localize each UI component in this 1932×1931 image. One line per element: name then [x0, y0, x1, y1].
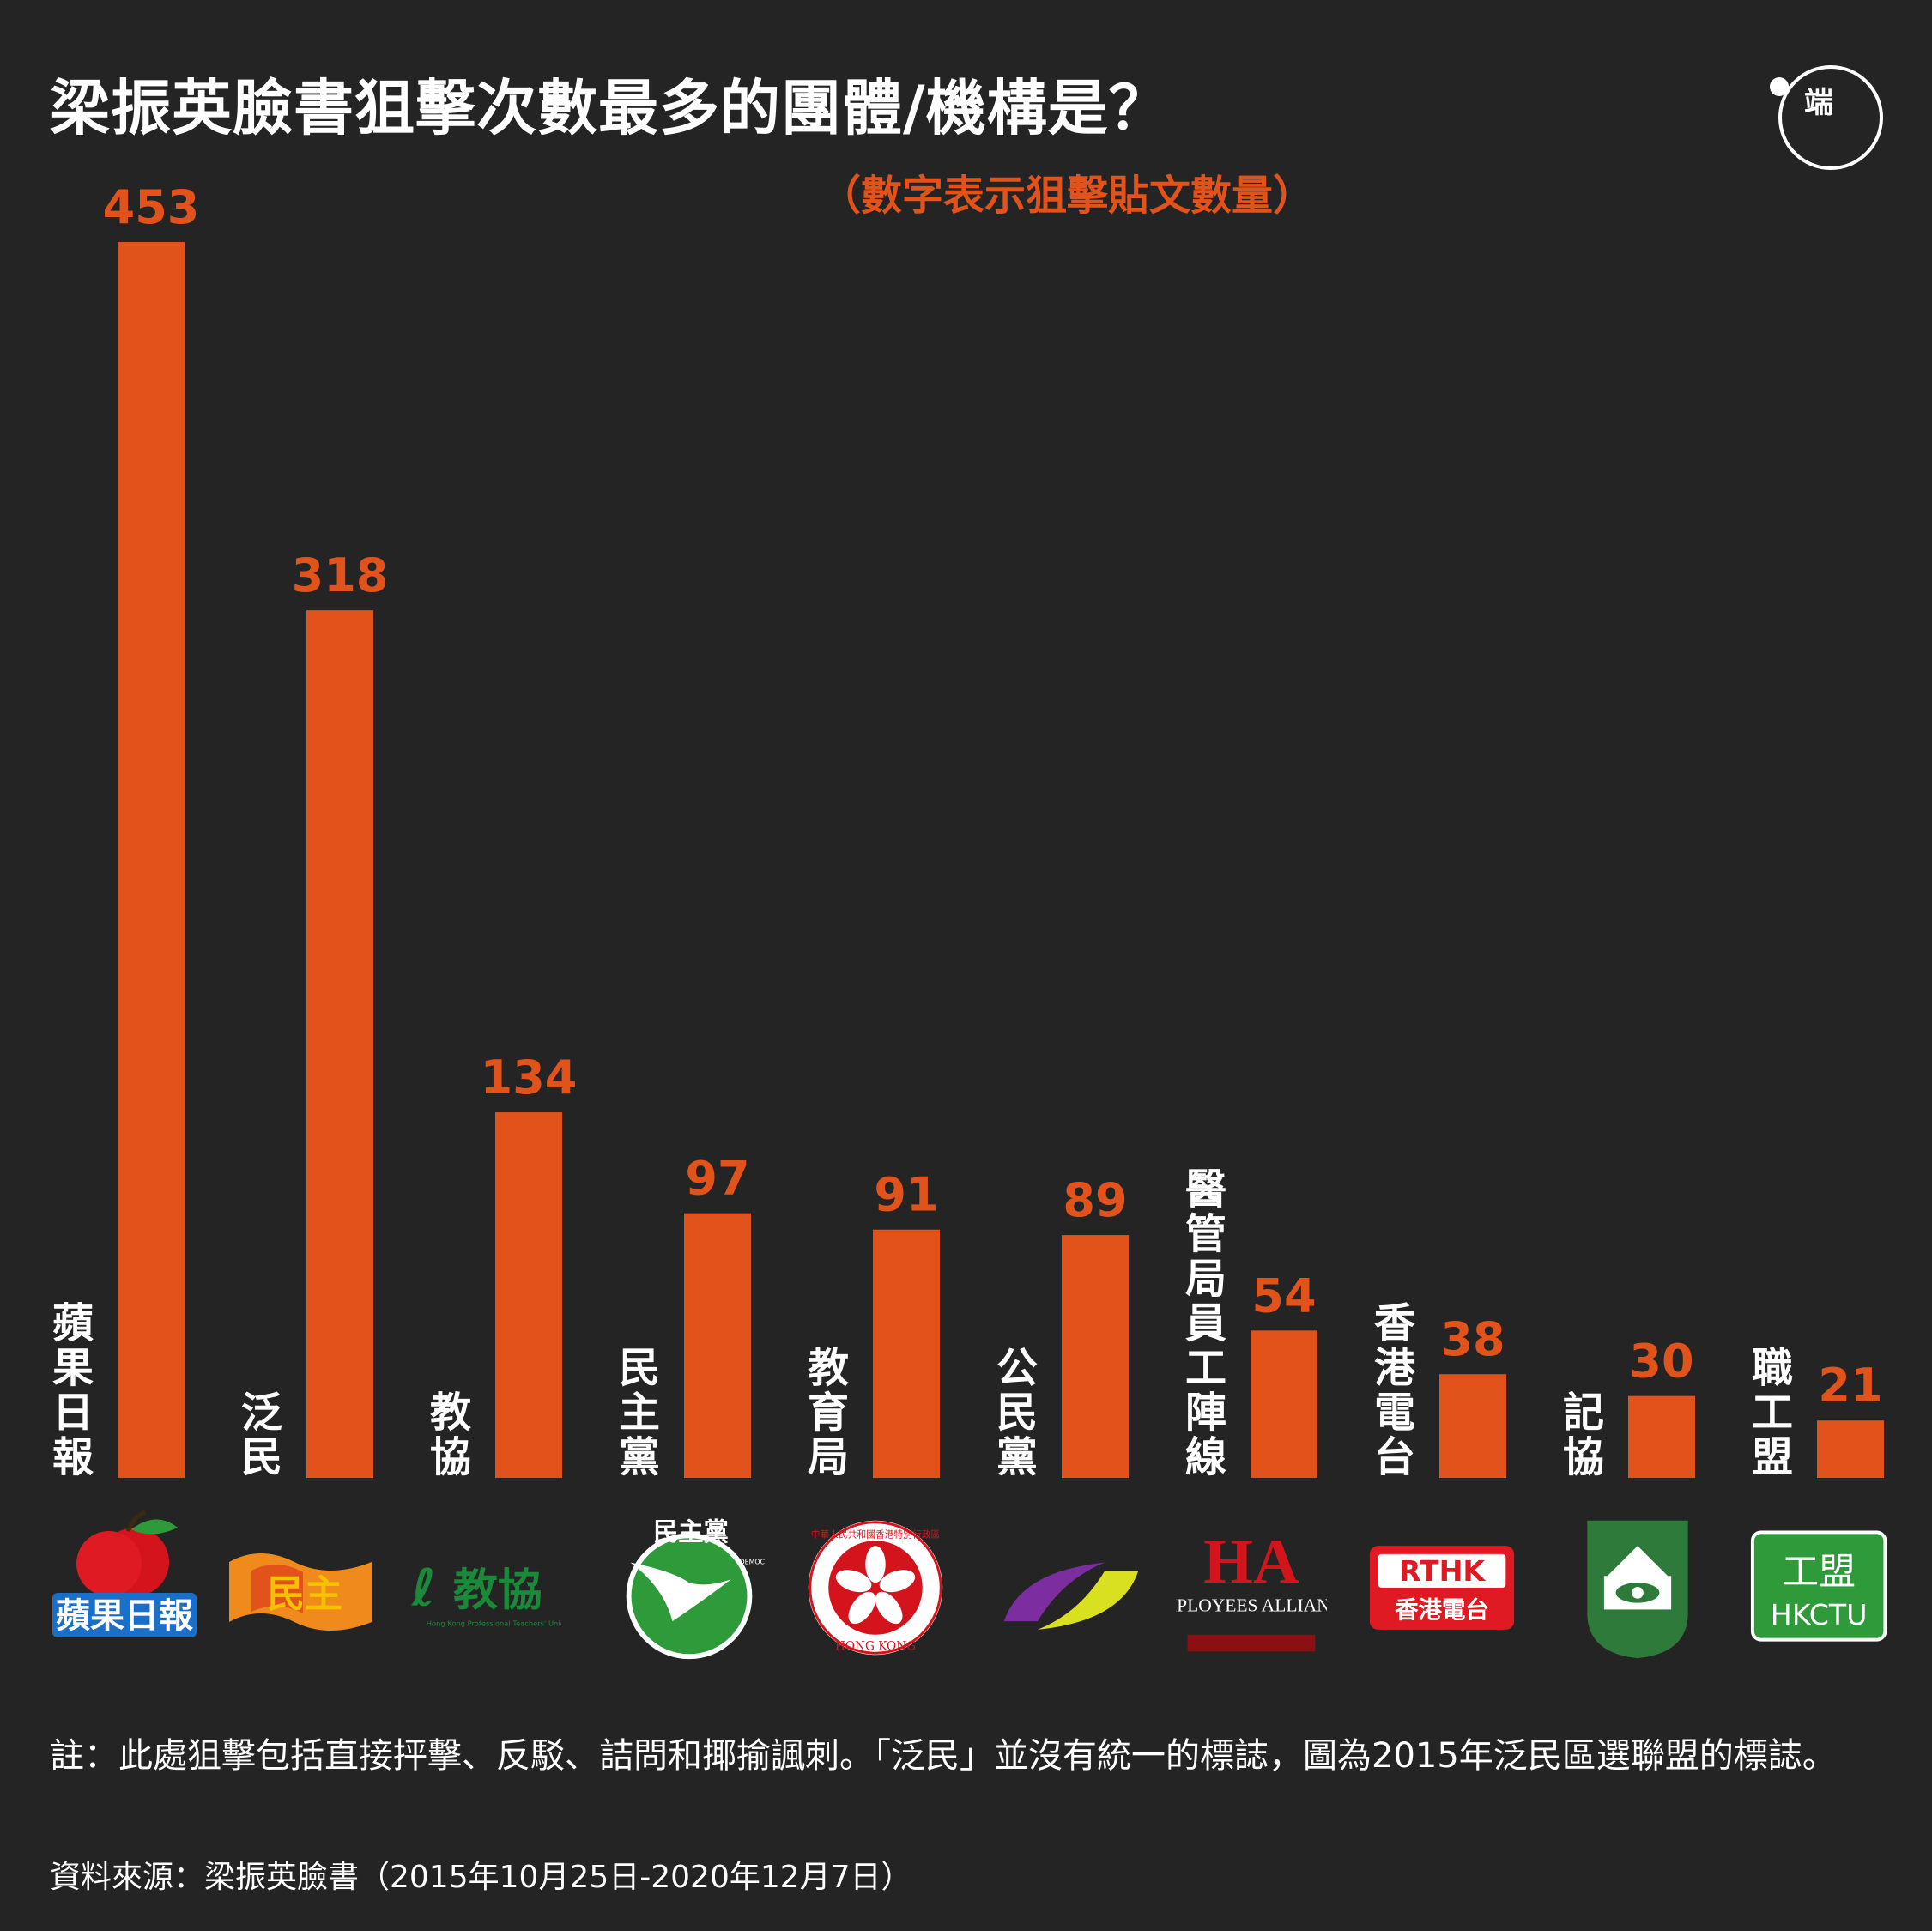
civic-party-logo-icon [996, 1510, 1147, 1665]
hkptu-logo-text: 教協 [453, 1564, 542, 1616]
rthk-logo-text: RTHK [1399, 1554, 1487, 1588]
democratic-party-logo-small: DEMOCRATIC PARTY [740, 1559, 765, 1566]
category-label-1: 泛民 [241, 1389, 282, 1481]
hkctu-logo-text: 工盟 [1782, 1551, 1856, 1594]
category-label-3: 民主黨 [619, 1344, 660, 1481]
rthk-logo-small: 香港電台 [1395, 1596, 1488, 1624]
rthk-logo-icon: RTHK 香港電台 [1366, 1510, 1517, 1665]
bar-chart: 453 蘋果日報 318 泛民 134 教協 97 民主黨 91 教育局 89 公民黨 54 醫管局員工陣… [52, 180, 1884, 1481]
data-label-3: 97 [685, 1152, 749, 1206]
bar-7 [1439, 1374, 1506, 1478]
category-label-5: 公民黨 [996, 1344, 1038, 1481]
data-label-8: 30 [1629, 1335, 1693, 1389]
bar-6 [1251, 1330, 1317, 1478]
hkptu-logo-icon: ℓ 教協 Hong Kong Professional Teachers' Un… [410, 1510, 561, 1665]
brand-logo-text: 端 [1804, 86, 1833, 120]
data-label-2: 134 [481, 1050, 578, 1105]
data-label-5: 89 [1063, 1173, 1127, 1227]
category-label-4: 教育局 [808, 1344, 849, 1481]
hkctu-logo-small: HKCTU [1771, 1598, 1868, 1631]
data-label-9: 21 [1818, 1359, 1882, 1413]
pan-democrats-logo-text: 民主 [267, 1572, 342, 1616]
democratic-party-logo-icon: 民主黨 DEMOCRATIC PARTY [614, 1510, 765, 1665]
category-label-0: 蘋果日報 [52, 1299, 94, 1481]
ha-logo-text: HA [1203, 1527, 1299, 1597]
category-label-6: 醫管局員工陣線 [1185, 1165, 1226, 1481]
apple-daily-logo-text: 蘋果日報 [56, 1596, 193, 1636]
data-label-7: 38 [1440, 1312, 1505, 1366]
hksar-emblem-text: HONG KONG [835, 1639, 916, 1653]
category-label-7: 香港電台 [1374, 1299, 1416, 1481]
bar-0 [118, 242, 185, 1478]
apple-daily-logo-icon: 蘋果日報 [49, 1510, 200, 1665]
data-label-1: 318 [292, 548, 389, 602]
hksar-emblem-top: 中華人民共和國香港特別行政區 [811, 1528, 941, 1540]
bar-8 [1628, 1395, 1695, 1478]
bar-5 [1062, 1235, 1129, 1478]
svg-text:ℓ: ℓ [411, 1558, 436, 1617]
hksar-emblem-icon: 中華人民共和國香港特別行政區 HONG KONG [800, 1510, 951, 1665]
category-label-8: 記協 [1563, 1389, 1604, 1481]
ha-employees-alliance-logo-icon: HA EMPLOYEES ALLIANCE [1176, 1510, 1327, 1665]
category-label-9: 職工盟 [1752, 1344, 1793, 1481]
democratic-party-logo-text: 民主黨 [653, 1517, 729, 1547]
pan-democrats-logo-icon: 民主 [226, 1510, 377, 1665]
hkja-logo-icon [1562, 1510, 1713, 1665]
bar-3 [684, 1213, 751, 1478]
data-label-0: 453 [103, 180, 200, 234]
category-label-2: 教協 [430, 1389, 471, 1481]
bar-2 [495, 1112, 562, 1478]
bar-4 [873, 1229, 940, 1478]
data-label-6: 54 [1251, 1268, 1316, 1323]
bar-1 [306, 610, 373, 1478]
hkptu-logo-small: Hong Kong Professional Teachers' Union [427, 1619, 561, 1627]
data-source: 資料來源：梁振英臉書（2015年10月25日-2020年12月7日） [50, 1860, 912, 1895]
ha-logo-small: EMPLOYEES ALLIANCE [1176, 1595, 1327, 1615]
data-label-4: 91 [874, 1168, 938, 1222]
initium-logo-icon: 端 [1770, 65, 1883, 170]
hkctu-logo-icon: 工盟 HKCTU [1749, 1510, 1900, 1665]
chart-subtitle: （數字表示狙擊貼文數量） [820, 172, 1315, 220]
footnote: 註：此處狙擊包括直接抨擊、反駁、詰問和揶揄諷刺。「泛民」並沒有統一的標誌，圖為2… [50, 1736, 1837, 1776]
chart-title: 梁振英臉書狙擊次數最多的團體/機構是？ [50, 73, 1170, 143]
bar-9 [1817, 1420, 1884, 1478]
